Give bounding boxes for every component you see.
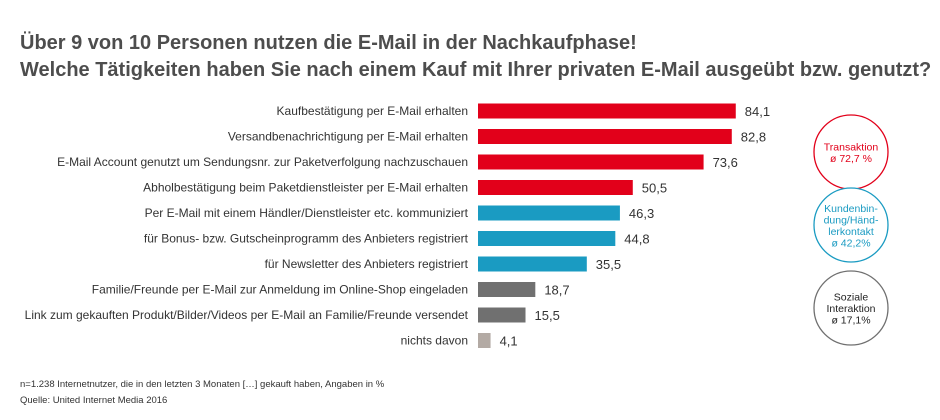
group-label: ø 42,2% bbox=[831, 237, 870, 249]
bar bbox=[478, 307, 526, 323]
bar bbox=[478, 180, 633, 195]
group-label: Transaktion bbox=[824, 141, 879, 153]
value-label: 15,5 bbox=[535, 308, 560, 323]
category-label: Versandbenachrichtigung per E-Mail erhal… bbox=[228, 130, 468, 144]
source-note: Quelle: United Internet Media 2016 bbox=[20, 395, 168, 406]
group-label: dung/Händ- bbox=[824, 214, 879, 226]
value-label: 44,8 bbox=[624, 232, 649, 247]
bar bbox=[478, 205, 620, 221]
group-label: lerkontakt bbox=[828, 226, 874, 238]
bar bbox=[478, 333, 491, 348]
bar bbox=[478, 256, 587, 272]
group-circle-soziale bbox=[813, 270, 889, 346]
value-label: 82,8 bbox=[741, 130, 766, 145]
category-label: Familie/Freunde per E-Mail zur Anmeldung… bbox=[92, 283, 468, 297]
category-label: Abholbestätigung beim Paketdienstleister… bbox=[143, 181, 468, 195]
value-label: 46,3 bbox=[629, 206, 654, 221]
category-label: Per E-Mail mit einem Händler/Dienstleist… bbox=[145, 206, 469, 220]
value-label: 35,5 bbox=[596, 257, 621, 272]
category-label: für Bonus- bzw. Gutscheinprogramm des An… bbox=[144, 232, 469, 246]
value-label: 73,6 bbox=[713, 155, 738, 170]
bar bbox=[478, 103, 736, 119]
group-label: ø 72,7 % bbox=[830, 153, 872, 165]
chart-title: Über 9 von 10 Personen nutzen die E-Mail… bbox=[20, 32, 637, 54]
category-label: Kaufbestätigung per E-Mail erhalten bbox=[277, 104, 468, 118]
footnote: n=1.238 Internetnutzer, die in den letzt… bbox=[20, 379, 385, 390]
category-label: E-Mail Account genutzt um Sendungsnr. zu… bbox=[57, 155, 468, 169]
bar bbox=[478, 154, 704, 170]
chart-subtitle: Welche Tätigkeiten haben Sie nach einem … bbox=[20, 59, 932, 81]
group-label: Interaktion bbox=[826, 303, 875, 315]
category-label: Link zum gekauften Produkt/Bilder/Videos… bbox=[25, 308, 469, 322]
bar bbox=[478, 231, 616, 246]
value-label: 50,5 bbox=[642, 181, 667, 196]
value-label: 4,1 bbox=[500, 334, 518, 349]
group-label: Soziale bbox=[834, 292, 869, 304]
group-label: Kundenbin- bbox=[824, 203, 878, 215]
value-label: 18,7 bbox=[544, 283, 569, 298]
category-label: für Newsletter des Anbieters registriert bbox=[265, 257, 469, 271]
category-label: nichts davon bbox=[401, 334, 468, 348]
bar bbox=[478, 282, 536, 297]
group-label: ø 17,1% bbox=[831, 315, 870, 327]
value-label: 84,1 bbox=[745, 104, 770, 119]
group-circle-kundenbindung bbox=[813, 187, 889, 263]
bar bbox=[478, 129, 732, 144]
